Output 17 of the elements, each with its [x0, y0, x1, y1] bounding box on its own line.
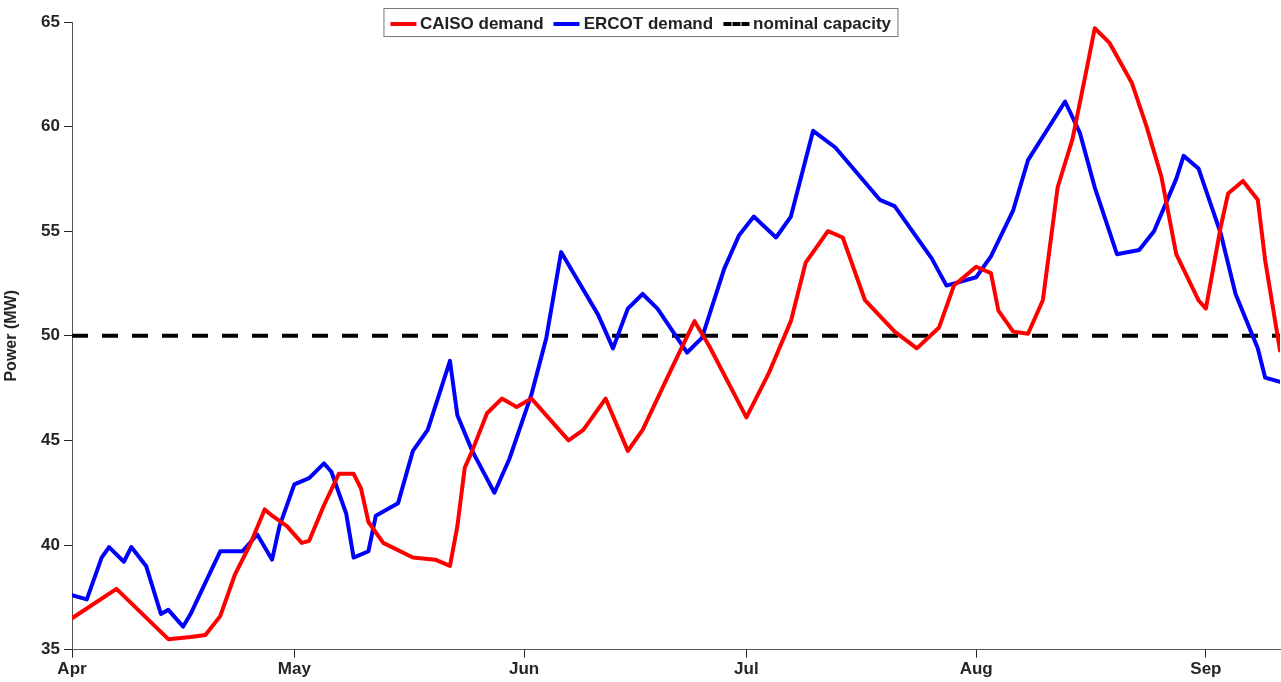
- x-tick-label: Apr: [57, 659, 88, 679]
- x-tick-label: May: [277, 659, 312, 679]
- y-tick-label: 60: [41, 116, 60, 136]
- y-tick-label: 50: [41, 325, 60, 345]
- x-tick-label: Jun: [508, 659, 540, 679]
- legend-label: nominal capacity: [753, 14, 892, 34]
- x-tick-label: Sep: [1190, 659, 1222, 679]
- x-tick-label: Jul: [734, 659, 759, 679]
- legend-label: ERCOT demand: [583, 14, 714, 34]
- y-axis-title: Power (MW): [2, 290, 20, 382]
- y-tick-label: 35: [41, 639, 60, 659]
- y-tick-label: 45: [41, 430, 60, 450]
- y-tick-label: 55: [41, 220, 60, 240]
- x-tick-label: Aug: [959, 659, 993, 679]
- y-tick-label: 40: [41, 534, 60, 554]
- legend-label: CAISO demand: [419, 14, 544, 34]
- y-tick-label: 65: [41, 11, 60, 31]
